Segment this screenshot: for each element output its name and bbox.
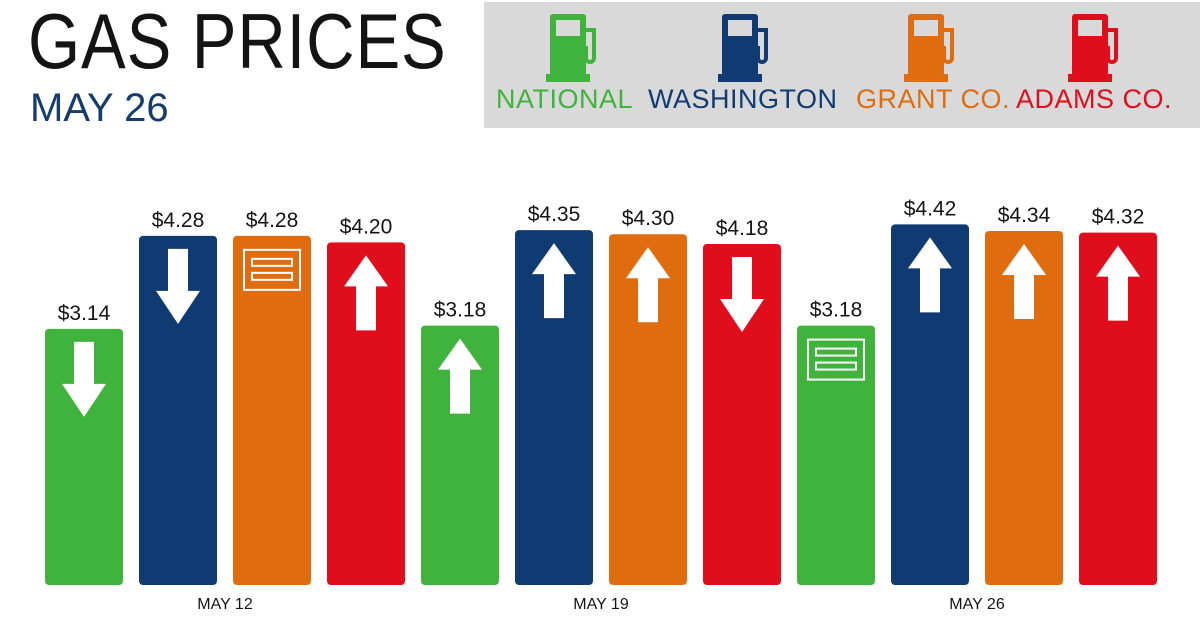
data-label: $3.18 xyxy=(434,299,487,322)
equal-icon-bar xyxy=(815,347,857,357)
chart-title: GAS PRICES xyxy=(28,0,447,85)
bar xyxy=(515,230,593,585)
legend-label-washington: WASHINGTON xyxy=(648,84,838,114)
data-label: $4.42 xyxy=(904,197,957,220)
arrow-up-icon xyxy=(1002,243,1046,319)
bar xyxy=(327,242,405,586)
bar xyxy=(797,325,875,585)
arrow-up-icon xyxy=(626,247,670,323)
legend: NATIONAL WASHINGTON GRANT CO. ADAMS CO. xyxy=(484,2,1200,128)
bar xyxy=(703,244,781,585)
equal-icon xyxy=(807,338,865,381)
data-label: $4.35 xyxy=(528,203,581,226)
legend-label-grant-co: GRANT CO. xyxy=(856,84,1011,114)
bar xyxy=(891,224,969,585)
arrow-up-icon xyxy=(1096,245,1140,321)
data-label: $4.28 xyxy=(152,209,205,232)
bar xyxy=(421,325,499,585)
data-label: $4.18 xyxy=(716,217,769,240)
gas-pump-icon xyxy=(1068,14,1118,82)
arrow-up-icon xyxy=(908,237,952,313)
bar xyxy=(985,230,1063,585)
arrow-down-icon xyxy=(720,257,764,332)
legend-item-national: NATIONAL xyxy=(496,2,646,128)
gas-pump-icon xyxy=(546,14,596,82)
equal-icon xyxy=(243,248,301,291)
legend-item-washington: WASHINGTON xyxy=(648,2,838,128)
gas-pump-icon xyxy=(718,14,768,82)
bar xyxy=(1079,232,1157,585)
x-tick-label: MAY 12 xyxy=(197,596,253,613)
equal-icon-bar xyxy=(251,257,293,267)
data-label: $3.18 xyxy=(810,299,863,322)
data-label: $3.14 xyxy=(58,302,111,325)
data-label: $4.28 xyxy=(246,209,299,232)
x-tick-label: MAY 26 xyxy=(949,596,1005,613)
legend-label-adams-co: ADAMS CO. xyxy=(1016,84,1173,114)
equal-icon-bar xyxy=(251,271,293,281)
arrow-up-icon xyxy=(438,338,482,414)
chart-subtitle-date: MAY 26 xyxy=(30,86,169,130)
bar xyxy=(45,328,123,585)
arrow-down-icon xyxy=(156,248,200,324)
arrow-up-icon xyxy=(532,243,576,319)
x-tick-label: MAY 19 xyxy=(573,596,629,613)
bar xyxy=(139,235,217,585)
bar xyxy=(233,235,311,585)
bar xyxy=(609,234,687,586)
data-label: $4.34 xyxy=(998,204,1051,227)
legend-item-grant-co: GRANT CO. xyxy=(856,2,1010,128)
legend-item-adams-co: ADAMS CO. xyxy=(1016,2,1172,128)
data-label: $4.32 xyxy=(1092,206,1145,229)
legend-label-national: NATIONAL xyxy=(496,84,634,114)
arrow-up-icon xyxy=(344,255,388,331)
data-label: $4.20 xyxy=(340,215,393,238)
equal-icon-bar xyxy=(815,361,857,371)
data-label: $4.30 xyxy=(622,207,675,230)
arrow-down-icon xyxy=(62,341,106,417)
gas-pump-icon xyxy=(904,14,954,82)
